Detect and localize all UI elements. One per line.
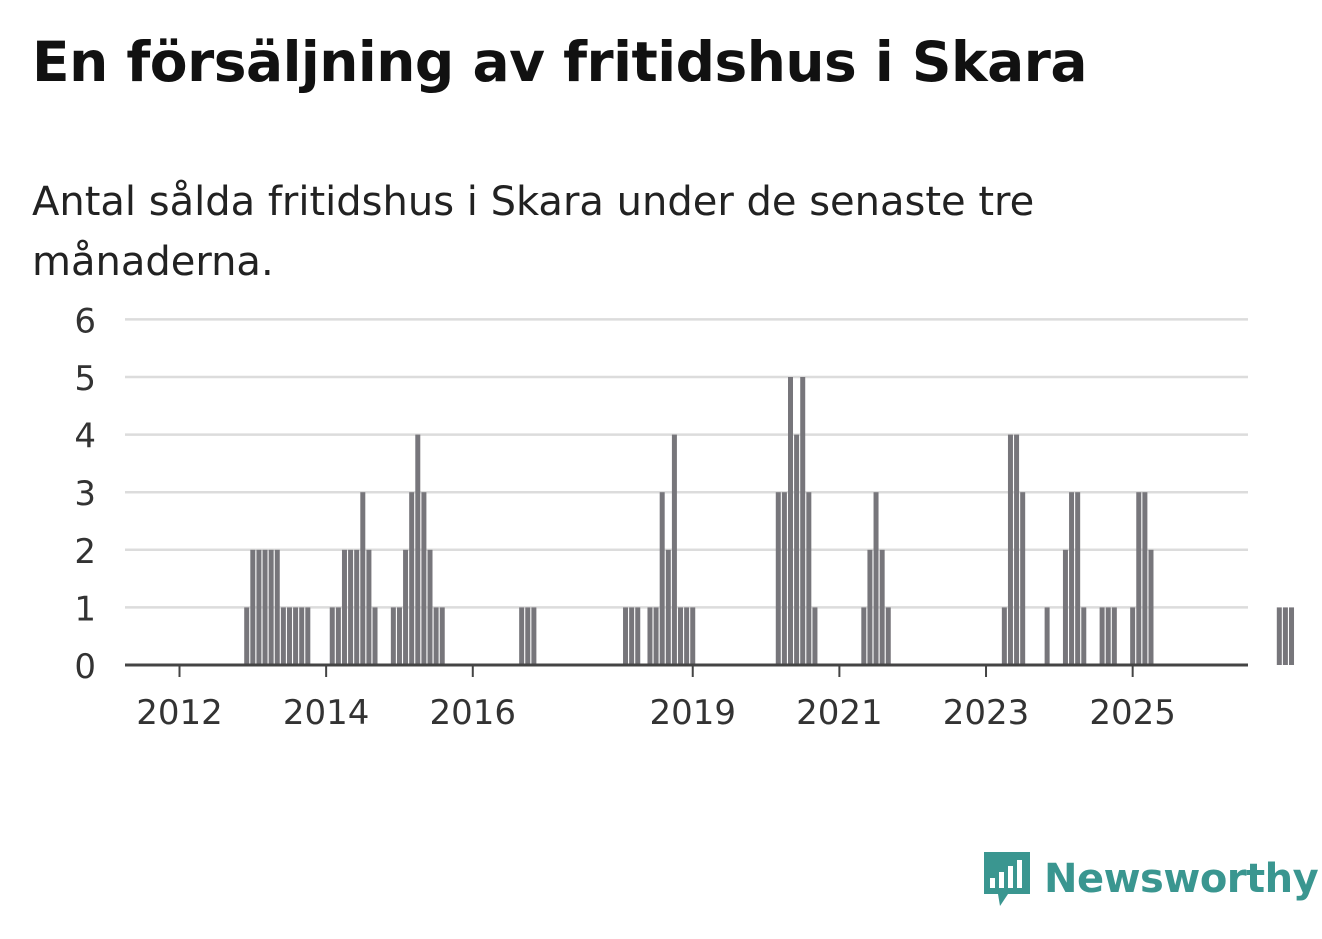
bar [647,607,653,665]
bar [653,607,659,665]
bar [1044,607,1050,665]
bar [635,607,641,665]
bar [299,607,305,665]
bar [403,549,409,665]
y-tick-label: 0 [74,647,96,687]
bar [354,549,360,665]
bar [250,549,256,665]
bar [396,607,402,665]
bar [1069,492,1075,665]
bar [1075,492,1081,665]
bar [1001,607,1007,665]
bar [879,549,885,665]
bar [1105,607,1111,665]
x-tick-label: 2019 [649,693,736,733]
bar [421,492,427,665]
x-tick-label: 2021 [796,693,883,733]
bar [341,549,347,665]
bar [684,607,690,665]
bar [665,549,671,665]
brand-name: Newsworthy [1044,856,1319,902]
bar [671,434,677,665]
bar [439,607,445,665]
bar [1130,607,1136,665]
bar [629,607,635,665]
x-tick-label: 2016 [430,693,517,733]
newsworthy-logo-icon [984,852,1030,906]
bar [659,492,665,665]
y-tick-label: 3 [74,474,96,514]
bar [244,607,250,665]
bar [867,549,873,665]
bar [329,607,335,665]
bar [1014,434,1020,665]
bar [1142,492,1148,665]
bar [873,492,879,665]
bar-chart: 012345612012201420162019202120232025 [74,301,1295,733]
bar [775,492,781,665]
chart-title: En försäljning av fritidshus i Skara [32,30,1087,94]
bar [372,607,378,665]
bar [690,607,696,665]
bar [274,549,280,665]
bar [1289,607,1295,665]
bar [806,492,812,665]
bar [305,607,311,665]
bar [268,549,274,665]
bar [781,492,787,665]
y-tick-label: 5 [74,359,96,399]
bar [262,549,268,665]
bar [885,607,891,665]
bar [256,549,262,665]
y-tick-label: 1 [74,589,96,629]
bar [812,607,818,665]
bar [1282,607,1288,665]
bar [861,607,867,665]
bar [427,549,433,665]
bar [1148,549,1154,665]
brand-logo: Newsworthy [980,848,1319,910]
bar [788,377,793,665]
bar [519,607,525,665]
x-tick-label: 2023 [943,693,1030,733]
x-tick-label: 2014 [283,693,370,733]
bar [678,607,684,665]
bar [1062,549,1068,665]
x-tick-label: 2025 [1089,693,1176,733]
bar [360,492,366,665]
bar [415,434,421,665]
bar [800,377,806,665]
bar [1020,492,1026,665]
bar [335,607,341,665]
bar [1007,434,1013,665]
bar [531,607,537,665]
bar [280,607,286,665]
y-tick-label: 4 [74,417,96,457]
bar [366,549,372,665]
chart-subtitle: Antal sålda fritidshus i Skara under de … [32,179,1035,285]
bar [1276,607,1282,665]
bar [1111,607,1117,665]
bar [286,607,292,665]
y-tick-label: 6 [74,301,96,341]
bar [433,607,439,665]
y-tick-label: 2 [74,532,96,572]
bar [525,607,531,665]
bar [1136,492,1142,665]
bar [293,607,299,665]
bar [348,549,354,665]
bar [390,607,396,665]
bar [1099,607,1105,665]
bar [794,434,800,665]
bar [623,607,629,665]
bar [1081,607,1087,665]
bar [409,492,415,665]
x-tick-label: 2012 [136,693,223,733]
